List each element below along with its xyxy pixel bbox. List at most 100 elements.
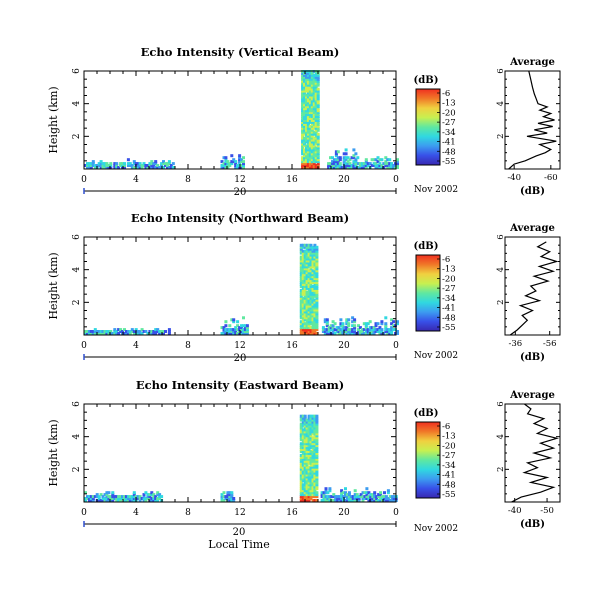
echo-cell [311, 271, 315, 275]
echo-cell [371, 493, 375, 497]
echo-cell [97, 332, 101, 335]
echo-cell [243, 328, 247, 332]
echo-cell [305, 166, 308, 169]
echo-cell [230, 328, 234, 332]
echo-cell [312, 119, 316, 122]
echo-cell [126, 162, 130, 166]
echo-cell [358, 166, 362, 169]
echo-cell [303, 414, 307, 418]
echo-cell [299, 247, 303, 251]
echo-cell [307, 428, 311, 432]
echo-cell [309, 424, 313, 428]
colorbar-tick-label: -13 [442, 432, 456, 442]
echo-cell [230, 330, 234, 333]
echo-cell [148, 332, 152, 335]
echo-cell [367, 491, 371, 495]
echo-cell [305, 448, 309, 451]
echo-cell [307, 450, 311, 453]
echo-cell [303, 440, 307, 444]
echo-cell [316, 117, 320, 120]
echo-cell [152, 497, 156, 500]
echo-cell [386, 166, 390, 169]
echo-cell [152, 495, 156, 499]
echo-cell [232, 158, 236, 162]
echo-cell [310, 140, 314, 144]
echo-cell [144, 491, 148, 495]
echo-cell [150, 332, 154, 335]
echo-cell [372, 332, 376, 335]
echo-cell [371, 497, 375, 500]
echo-cell [305, 73, 308, 77]
echo-cell [303, 318, 307, 322]
echo-cell [311, 436, 315, 440]
echo-cell [308, 138, 312, 142]
echo-cell [303, 283, 307, 286]
echo-cell [301, 285, 305, 288]
echo-cell [303, 304, 307, 308]
echo-cell [306, 73, 310, 77]
echo-cell [305, 440, 309, 444]
echo-cell [312, 91, 316, 95]
echo-cell [331, 156, 334, 160]
echo-cell [386, 499, 390, 502]
echo-cell [383, 499, 386, 502]
echo-cell [308, 87, 312, 91]
echo-cell [325, 330, 329, 333]
profile-x-label: (dB) [520, 186, 545, 197]
echo-cell [89, 495, 93, 499]
echo-cell [315, 455, 319, 459]
echo-cell [111, 499, 115, 502]
echo-cell [113, 328, 117, 332]
echo-cell [314, 71, 318, 75]
echo-cell [313, 420, 317, 424]
echo-cell [299, 267, 303, 271]
echo-cell [119, 330, 123, 333]
echo-cell [324, 487, 328, 491]
echo-cell [303, 130, 306, 134]
echo-cell [299, 306, 303, 310]
echo-cell [315, 434, 319, 438]
echo-cell [138, 495, 142, 499]
echo-cell [303, 85, 306, 89]
echo-cell [310, 91, 314, 95]
echo-cell [224, 332, 228, 335]
echo-cell [310, 122, 314, 126]
echo-cell [315, 326, 319, 330]
echo-cell [305, 93, 308, 97]
echo-cell [368, 328, 372, 332]
echo-cell [99, 162, 103, 166]
echo-cell [325, 322, 329, 326]
echo-cell [105, 332, 109, 335]
echo-cell [313, 314, 317, 318]
echo-cell [315, 269, 319, 273]
echo-cell [392, 499, 396, 502]
echo-cell [312, 160, 316, 164]
echo-cell [368, 320, 372, 324]
echo-cell [156, 499, 160, 502]
echo-cell [305, 312, 309, 316]
echo-cell [357, 324, 360, 328]
echo-cell [314, 146, 318, 150]
echo-cell [305, 422, 309, 426]
echo-cell [299, 463, 303, 467]
echo-cell [322, 493, 326, 497]
echo-cell [313, 261, 317, 265]
echo-cell [315, 308, 319, 312]
echo-cell [242, 316, 245, 320]
echo-cell [103, 493, 107, 497]
echo-cell [308, 93, 312, 97]
echo-cell [303, 105, 306, 109]
x-tick-label: 0 [81, 508, 87, 518]
echo-cell [315, 292, 319, 296]
echo-cell [222, 495, 226, 499]
echo-cell [306, 156, 310, 160]
echo-cell [373, 495, 377, 499]
echo-cell [242, 166, 245, 169]
echo-cell [309, 302, 313, 306]
echo-cell [351, 495, 355, 499]
echo-cell [121, 495, 124, 499]
echo-cell [350, 166, 354, 169]
echo-cell [91, 330, 95, 333]
echo-cell [315, 436, 319, 440]
